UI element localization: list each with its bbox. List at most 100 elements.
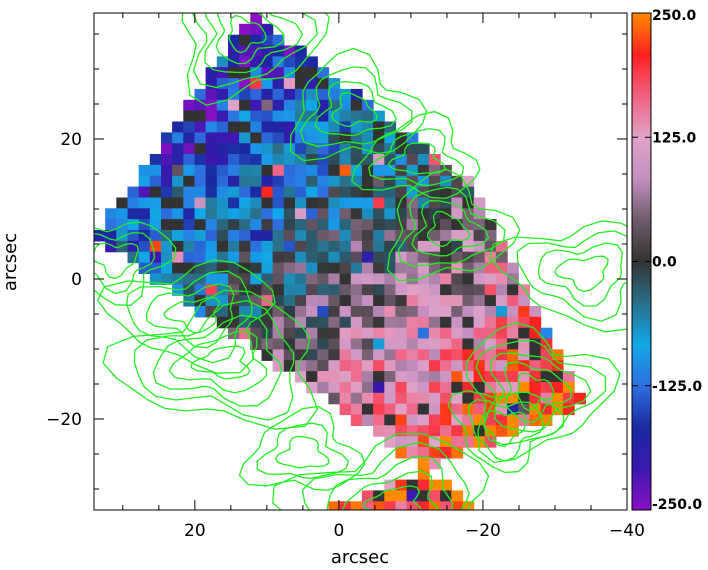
map-pixel	[361, 186, 374, 199]
map-pixel	[451, 490, 464, 502]
map-pixel	[473, 425, 486, 437]
map-pixel	[518, 371, 530, 383]
map-pixel	[306, 316, 318, 329]
map-pixel	[239, 132, 251, 144]
map-pixel	[317, 143, 330, 155]
map-pixel	[406, 306, 419, 318]
map-pixel	[161, 186, 173, 199]
map-pixel	[495, 338, 508, 350]
map-pixel	[205, 88, 218, 101]
map-pixel	[440, 316, 452, 329]
map-pixel	[228, 121, 240, 133]
map-pixel	[518, 306, 530, 318]
map-pixel	[228, 99, 240, 112]
map-pixel	[462, 392, 475, 405]
map-pixel	[172, 262, 184, 274]
map-pixel	[216, 164, 229, 177]
map-pixel	[228, 306, 240, 318]
map-pixel	[306, 240, 318, 253]
map-pixel	[462, 316, 475, 329]
map-pixel	[473, 251, 486, 264]
map-pixel	[205, 197, 218, 209]
map-pixel	[205, 284, 218, 296]
map-pixel	[350, 284, 363, 296]
map-pixel	[350, 349, 363, 361]
map-pixel	[283, 349, 296, 361]
map-pixel	[451, 381, 464, 394]
map-pixel	[428, 273, 441, 285]
map-pixel	[395, 338, 408, 350]
map-pixel	[239, 164, 251, 177]
map-pixel	[395, 306, 408, 318]
map-pixel	[428, 425, 441, 437]
map-pixel	[518, 295, 530, 307]
map-pixel	[261, 175, 274, 188]
map-pixel	[395, 197, 408, 209]
map-pixel	[283, 88, 296, 101]
map-pixel	[484, 371, 497, 383]
map-pixel	[216, 67, 229, 79]
map-pixel	[373, 251, 385, 264]
map-pixel	[440, 403, 452, 416]
contour-line	[96, 259, 276, 374]
contour-line	[426, 210, 471, 248]
map-pixel	[495, 425, 508, 437]
map-pixel	[228, 88, 240, 101]
map-pixel	[428, 306, 441, 318]
map-pixel	[161, 132, 173, 144]
map-pixel	[306, 371, 318, 383]
map-pixel	[406, 338, 419, 350]
map-pixel	[283, 273, 296, 285]
map-pixel	[428, 295, 441, 307]
map-pixel	[250, 67, 263, 79]
map-pixel	[205, 132, 218, 144]
map-pixel	[194, 230, 207, 242]
map-pixel	[339, 403, 352, 416]
map-pixel	[317, 110, 330, 123]
map-pixel	[328, 327, 341, 340]
map-pixel	[462, 338, 475, 350]
map-pixel	[194, 197, 207, 209]
map-pixel	[495, 262, 508, 274]
map-pixel	[306, 175, 318, 188]
map-pixel	[116, 240, 129, 253]
map-pixel	[205, 273, 218, 285]
map-pixel	[406, 251, 419, 264]
map-pixel	[518, 403, 530, 416]
map-pixel	[462, 295, 475, 307]
map-pixel	[440, 338, 452, 350]
map-pixel	[261, 273, 274, 285]
map-pixel	[451, 371, 464, 383]
map-pixel	[306, 306, 318, 318]
map-pixel	[428, 360, 441, 372]
map-pixel	[228, 295, 240, 307]
map-pixel	[529, 371, 542, 383]
map-pixel	[194, 88, 207, 101]
map-pixel	[395, 447, 408, 459]
map-pixel	[261, 316, 274, 329]
map-pixel	[283, 99, 296, 112]
map-pixel	[361, 349, 374, 361]
map-pixel	[451, 447, 464, 459]
map-pixel	[295, 175, 307, 188]
map-pixel	[250, 273, 263, 285]
map-pixel	[339, 371, 352, 383]
map-pixel	[462, 371, 475, 383]
map-pixel	[473, 230, 486, 242]
map-pixel	[339, 284, 352, 296]
contour-line	[204, 13, 304, 74]
map-pixel	[395, 240, 408, 253]
map-pixel	[373, 186, 385, 199]
map-pixel	[451, 175, 464, 188]
map-pixel	[272, 251, 285, 264]
map-pixel	[495, 360, 508, 372]
map-pixel	[406, 164, 419, 177]
map-pixel	[484, 392, 497, 405]
map-pixel	[507, 284, 519, 296]
velocity-map	[94, 13, 586, 510]
map-pixel	[272, 154, 285, 166]
map-pixel	[361, 197, 374, 209]
map-pixel	[194, 273, 207, 285]
map-pixel	[172, 197, 184, 209]
map-pixel	[317, 251, 330, 264]
